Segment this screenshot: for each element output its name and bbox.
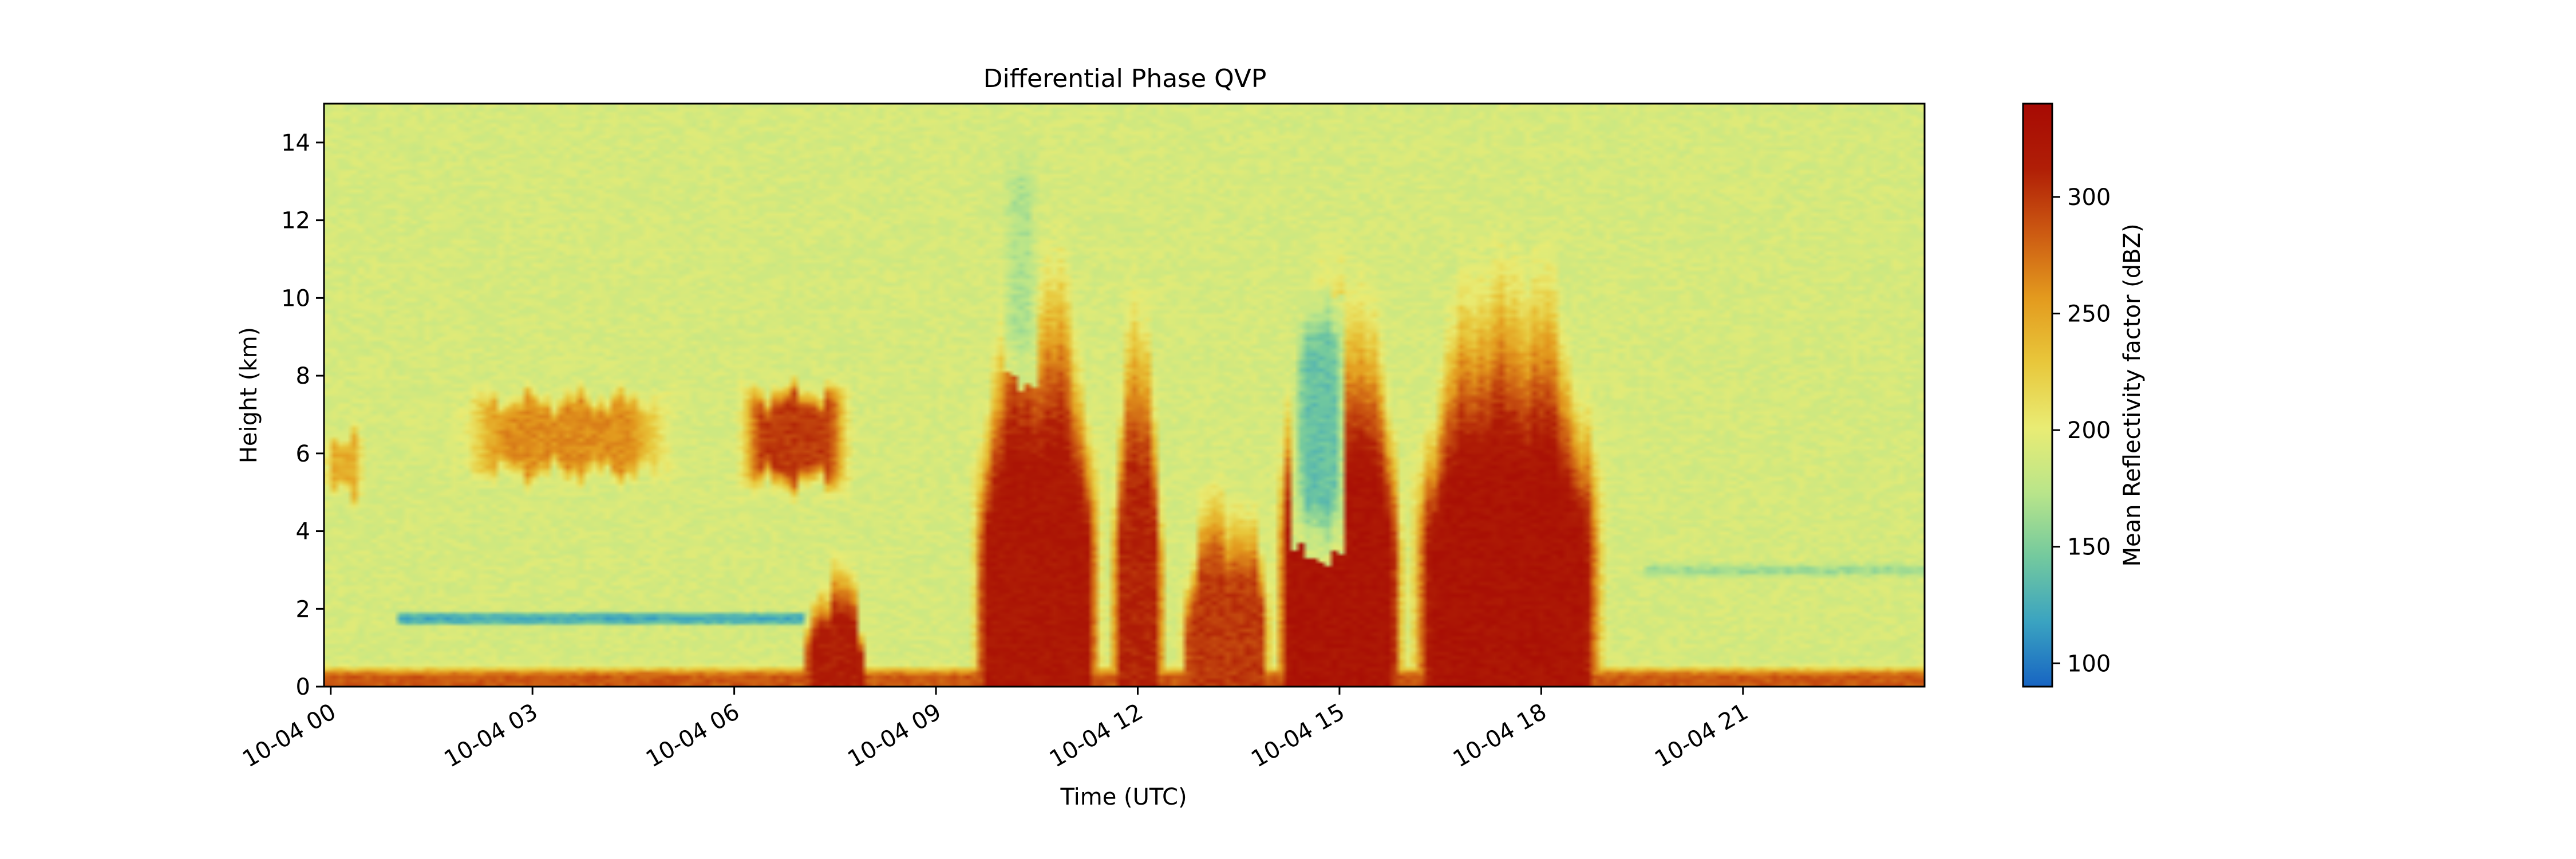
colorbar-tick-label: 100: [2067, 651, 2111, 677]
y-tick-label: 8: [296, 363, 310, 389]
x-tick-label: 10-04 18: [1449, 699, 1551, 773]
qvp-heatmap: [324, 104, 1925, 687]
colorbar-tick-label: 150: [2067, 534, 2111, 561]
x-tick-label: 10-04 09: [843, 699, 946, 773]
x-tick-label: 10-04 12: [1045, 699, 1148, 773]
y-tick-label: 10: [281, 285, 310, 312]
chart-title: Differential Phase QVP: [983, 64, 1267, 93]
y-axis: 0 2 4 6 8 10 12 14: [281, 130, 324, 700]
x-tick-label: 10-04 03: [440, 699, 542, 773]
x-tick-label: 10-04 15: [1247, 699, 1349, 773]
x-axis-label: Time (UTC): [1060, 784, 1187, 810]
colorbar-tick-label: 250: [2067, 301, 2111, 327]
x-tick-label: 10-04 06: [642, 699, 744, 773]
colorbar: [2022, 103, 2053, 688]
colorbar-tick-label: 200: [2067, 417, 2111, 444]
y-axis-label: Height (km): [236, 327, 262, 463]
plot-frame: [323, 103, 1926, 688]
y-tick-label: 6: [296, 441, 310, 467]
x-axis: 10-04 00 10-04 03 10-04 06 10-04 09 10-04 12…: [238, 687, 1753, 773]
y-tick-label: 14: [281, 130, 310, 156]
colorbar-ticks: 100 150 200 250 300: [2052, 184, 2111, 677]
colorbar-label: Mean Reflectivity factor (dBZ): [2119, 223, 2146, 566]
colorbar-tick-label: 300: [2067, 184, 2111, 211]
y-tick-label: 4: [296, 519, 310, 545]
x-tick-label: 10-04 21: [1650, 699, 1753, 773]
y-tick-label: 0: [296, 674, 310, 700]
y-tick-label: 2: [296, 596, 310, 622]
y-tick-label: 12: [281, 208, 310, 234]
x-tick-label: 10-04 00: [238, 699, 341, 773]
